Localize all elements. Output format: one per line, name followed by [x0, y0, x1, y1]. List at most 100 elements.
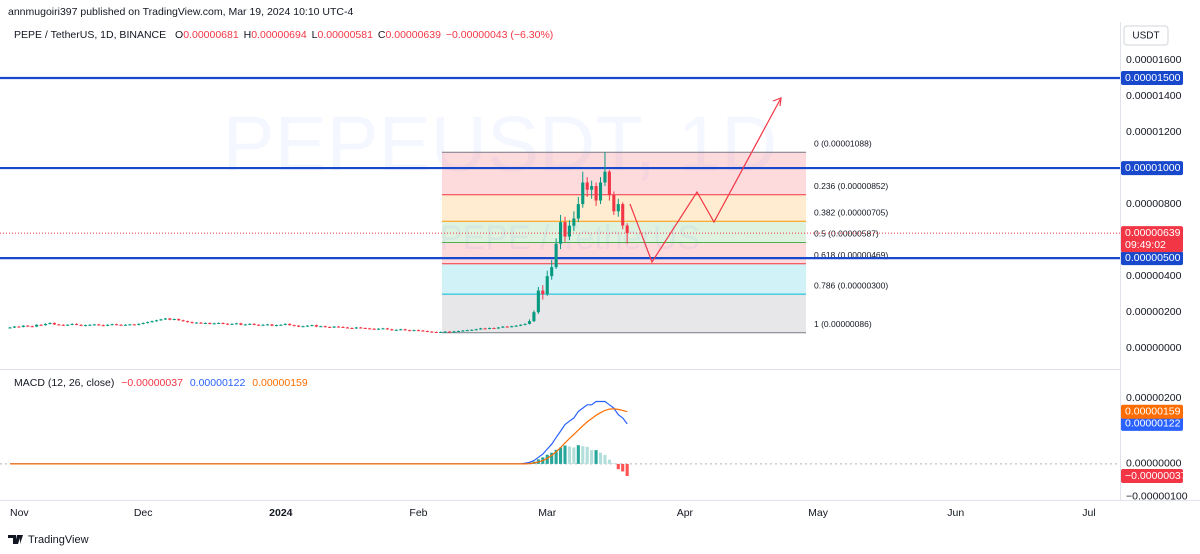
brand-name: TradingView: [28, 534, 89, 546]
macd-legend: MACD (12, 26, close) −0.00000037 0.00000…: [14, 377, 308, 389]
candle-body: [496, 327, 500, 329]
last-price-box: [1121, 226, 1183, 253]
candle-body: [8, 327, 12, 329]
macd-value-box: [1121, 416, 1183, 431]
macd-hist-bar: [621, 463, 625, 472]
macd-line: [10, 408, 628, 465]
candle-body: [159, 319, 163, 321]
candle-body: [483, 328, 487, 330]
candle-body: [368, 328, 372, 330]
x-tick-label: Jun: [947, 507, 964, 519]
projection: [629, 97, 782, 264]
candle-body: [448, 331, 452, 333]
candle-body: [354, 327, 358, 329]
candle-body: [390, 329, 394, 331]
macd-hist-bar: [545, 454, 549, 464]
candle-body: [337, 326, 341, 328]
currency-button[interactable]: [1123, 25, 1169, 46]
candle-body: [12, 326, 16, 328]
macd-hist-bar: [590, 450, 594, 464]
candle-body: [487, 328, 492, 330]
candle-body: [66, 324, 70, 326]
candle-body: [576, 204, 580, 219]
candle-body: [545, 276, 549, 295]
level-label-box: [1121, 71, 1183, 86]
candle-body: [581, 182, 585, 205]
candle-body: [17, 326, 21, 328]
candle-body: [559, 222, 563, 244]
candle-body: [92, 324, 96, 326]
candle-body: [57, 324, 61, 326]
candle-body: [550, 267, 554, 277]
candle-body: [376, 328, 381, 330]
y-tick-label: 0.00000400: [1126, 270, 1182, 282]
candle-body: [616, 204, 620, 212]
macd-title: MACD (12, 26, close): [14, 377, 114, 389]
macd-hist-bar: [603, 455, 607, 464]
candle-body: [621, 204, 625, 226]
fib-label: 0 (0.00001088): [814, 138, 872, 148]
candle-body: [381, 328, 385, 330]
ohlc-key: L: [312, 29, 318, 41]
candle-body: [479, 328, 483, 330]
candle-body: [385, 328, 389, 330]
macd-hist-bar: [550, 452, 554, 464]
ohlc-value: 0.00000581: [317, 29, 373, 41]
candle-body: [297, 325, 301, 327]
candle-body: [221, 322, 225, 324]
legend: PEPE / TetherUS, 1D, BINANCE O0.00000681…: [14, 29, 553, 41]
candle-body: [416, 330, 421, 332]
y-tick-label: 0.00000000: [1126, 342, 1182, 354]
candle-body: [163, 318, 167, 320]
candle-body: [79, 324, 83, 326]
last-price-label: 0.00000639: [1125, 227, 1181, 239]
candle-body: [501, 326, 505, 328]
x-tick-label: Jul: [1082, 507, 1095, 519]
macd-tick-label: 0.00000000: [1126, 458, 1182, 470]
candle-body: [265, 324, 270, 326]
candle-body: [523, 323, 527, 325]
candle-body: [452, 331, 456, 333]
candle-body: [443, 331, 447, 333]
candle-body: [434, 331, 438, 333]
candle-body: [261, 324, 265, 326]
currency[interactable]: USDT: [1132, 31, 1159, 42]
candle-body: [399, 329, 403, 331]
candle-body: [510, 326, 514, 328]
macd-hist-bar: [594, 450, 598, 464]
macd-value-label: 0.00000159: [1125, 405, 1181, 417]
x-tick-label: May: [808, 507, 829, 519]
watermark: PEPEUSDT, 1D: [223, 100, 778, 188]
candle-body: [83, 325, 88, 327]
level-label-box: [1121, 161, 1183, 176]
x-tick-label: Dec: [134, 507, 153, 519]
macd-signal-value: 0.00000159: [252, 377, 308, 389]
candle-body: [270, 324, 274, 326]
candle-body: [394, 329, 398, 331]
y-tick-label: 0.00000800: [1126, 198, 1182, 210]
macd-hist-bar: [607, 459, 611, 464]
ohlc-key: H: [244, 29, 252, 41]
candle-body: [341, 326, 345, 328]
candle-body: [252, 323, 256, 325]
candle-body: [439, 331, 443, 333]
candle-body: [75, 323, 79, 325]
candle-body: [527, 321, 532, 324]
macd-value-label: 0.00000122: [1125, 418, 1181, 430]
x-tick-label: Nov: [10, 507, 29, 519]
macd-line-value: 0.00000122: [190, 377, 246, 389]
candle-body: [425, 331, 429, 333]
fib-zone: [442, 152, 806, 195]
candle-body: [177, 319, 181, 321]
candle-body: [115, 324, 119, 326]
fib-zone: [442, 242, 806, 264]
candle-body: [110, 324, 114, 326]
candle-body: [532, 312, 536, 322]
candle-body: [48, 322, 52, 324]
candle-body: [279, 324, 283, 326]
candle-body: [572, 218, 576, 226]
fib-label: 0.236 (0.00000852): [814, 181, 888, 191]
macd-hist-bar: [585, 446, 589, 464]
candle-body: [190, 322, 194, 324]
candle-body: [128, 324, 132, 326]
